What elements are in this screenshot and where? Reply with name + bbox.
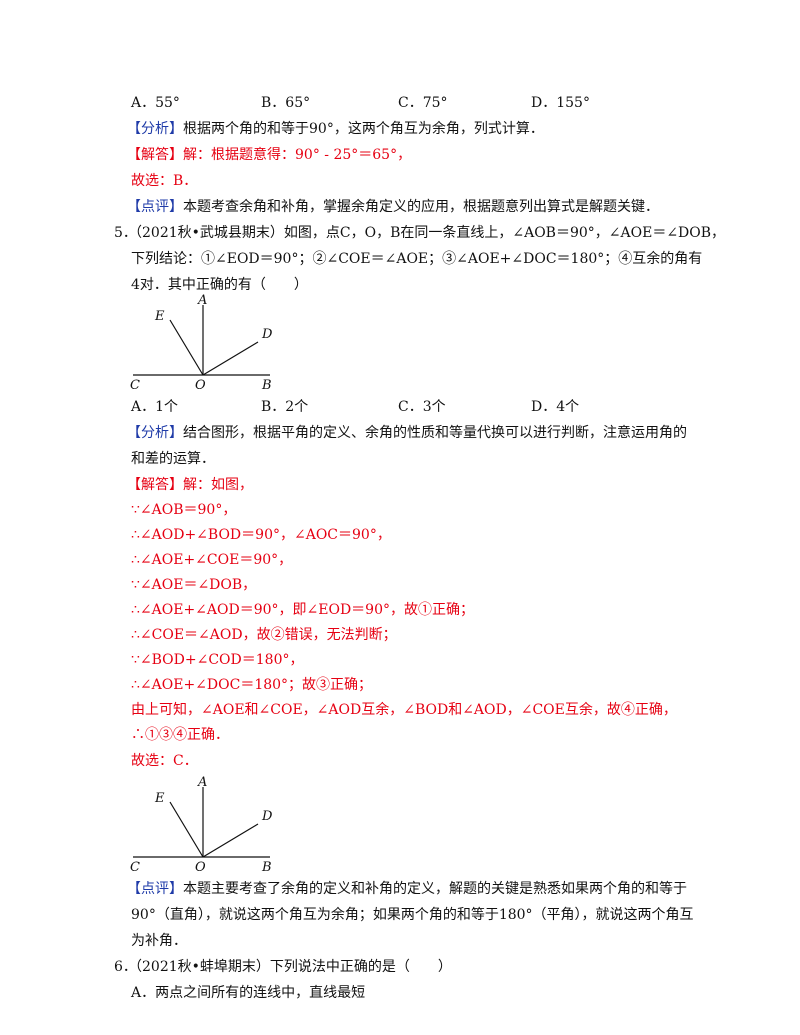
q5-stem-line1: （2021秋•武城县期末）如图，点C，O，B在同一条直线上，∠AOB＝90°，∠…: [128, 225, 726, 241]
q4-answer: 【解答】解：根据题意得：90° - 25°＝65°，: [127, 145, 411, 165]
q5-comment-line2: 90°（直角），就说这两个角互为余角；如果两个角的和等于180°（平角），就说这…: [131, 907, 694, 923]
q5-option-a: A．1个: [131, 399, 179, 415]
q5-option-d: D．4个: [531, 399, 580, 415]
q5-answer-line2: ∴∠AOD+∠BOD＝90°，∠AOC＝90°，: [131, 527, 391, 543]
q5-comment-text: 本题主要考查了余角的定义和补角的定义，解题的关键是熟悉如果两个角的和等于: [183, 881, 687, 897]
q5-answer-line10: ∴①③④正确．: [131, 727, 229, 743]
label-c: C: [130, 378, 140, 393]
q5-comment-tag: 【点评】: [127, 881, 183, 897]
q5-option-b: B．2个: [261, 399, 309, 415]
q5-answer-line8: ∴∠AOE+∠DOC＝180°；故③正确；: [131, 677, 373, 693]
q4-analysis-tag: 【分析】: [127, 121, 183, 137]
q4-answer-text: 解：根据题意得：90° - 25°＝65°，: [183, 147, 412, 163]
q4-answer-tag: 【解答】: [127, 147, 183, 163]
q4-analysis: 【分析】根据两个角的和等于90°，这两个角互为余角，列式计算．: [127, 119, 544, 139]
label-a: A: [197, 293, 207, 308]
q5-answer-line6: ∴∠COE＝∠AOD，故②错误，无法判断；: [131, 627, 397, 643]
q4-option-c: C．75°: [398, 95, 448, 111]
label-a-2: A: [197, 775, 207, 790]
q5-number: 5．: [114, 225, 137, 241]
ray-od: [202, 341, 259, 376]
q5-stem-line2: 下列结论：①∠EOD＝90°；②∠COE＝∠AOE；③∠AOE+∠DOC＝180…: [131, 251, 703, 267]
q5-analysis-text: 结合图形，根据平角的定义、余角的性质和等量代换可以进行判断，注意运用角的: [183, 425, 687, 441]
q4-option-b: B．65°: [261, 95, 311, 111]
q5-comment-line1: 【点评】本题主要考查了余角的定义和补角的定义，解题的关键是熟悉如果两个角的和等于: [127, 879, 687, 899]
label-b: B: [261, 378, 272, 393]
label-e-2: E: [154, 791, 165, 806]
q5-option-c: C．3个: [398, 399, 446, 415]
ray-od-2: [202, 823, 259, 858]
label-d: D: [261, 327, 273, 342]
label-d-2: D: [261, 809, 273, 824]
q5-answer-tag: 【解答】: [127, 477, 183, 493]
q4-option-a: A．55°: [131, 95, 180, 111]
label-o: O: [195, 378, 206, 393]
q4-comment-tag: 【点评】: [127, 199, 183, 215]
q5-answer-line9: 由上可知，∠AOE和∠COE，∠AOD互余，∠BOD和∠AOD，∠COE互余，故…: [131, 702, 677, 718]
q6-number: 6．: [114, 959, 137, 975]
q5-answer-figure: A E D C O B: [130, 775, 273, 875]
q5-answer-line11: 故选：C．: [131, 753, 198, 769]
q5-comment-line3: 为补角．: [131, 933, 187, 949]
q5-analysis-line1: 【分析】结合图形，根据平角的定义、余角的性质和等量代换可以进行判断，注意运用角的: [127, 423, 687, 443]
q6-option-a: A．两点之间所有的连线中，直线最短: [131, 985, 366, 1001]
q5-figure: A E D C O B: [130, 293, 273, 393]
q5-stem-line3: 4对．其中正确的有（ ）: [131, 277, 308, 293]
q5-answer-text: 解：如图，: [183, 477, 253, 493]
q5-analysis-tag: 【分析】: [127, 425, 183, 441]
q5-answer-line0: 【解答】解：如图，: [127, 475, 253, 495]
q6-stem: （2021秋•蚌埠期末）下列说法中正确的是（ ）: [128, 959, 452, 975]
q5-answer-line5: ∴∠AOE+∠AOD＝90°，即∠EOD＝90°，故①正确；: [131, 602, 474, 618]
ray-oe: [169, 319, 204, 376]
ray-oe-2: [169, 801, 204, 858]
q4-comment: 【点评】本题考查余角和补角，掌握余角定义的应用，根据题意列出算式是解题关键．: [127, 197, 659, 217]
q5-answer-line1: ∵∠AOB＝90°，: [131, 502, 237, 518]
label-e: E: [154, 309, 165, 324]
q4-choice: 故选：B．: [131, 173, 198, 189]
q5-answer-line3: ∴∠AOE+∠COE＝90°，: [131, 552, 293, 568]
label-c-2: C: [130, 860, 140, 875]
q5-answer-line4: ∵∠AOE＝∠DOB，: [131, 577, 257, 593]
label-b-2: B: [261, 860, 272, 875]
q4-option-d: D．155°: [531, 95, 590, 111]
q4-comment-text: 本题考查余角和补角，掌握余角定义的应用，根据题意列出算式是解题关键．: [183, 199, 659, 215]
q4-analysis-text: 根据两个角的和等于90°，这两个角互为余角，列式计算．: [183, 121, 544, 137]
label-o-2: O: [195, 860, 206, 875]
q5-answer-line7: ∵∠BOD+∠COD＝180°，: [131, 652, 304, 668]
q5-analysis-line2: 和差的运算．: [131, 451, 215, 467]
